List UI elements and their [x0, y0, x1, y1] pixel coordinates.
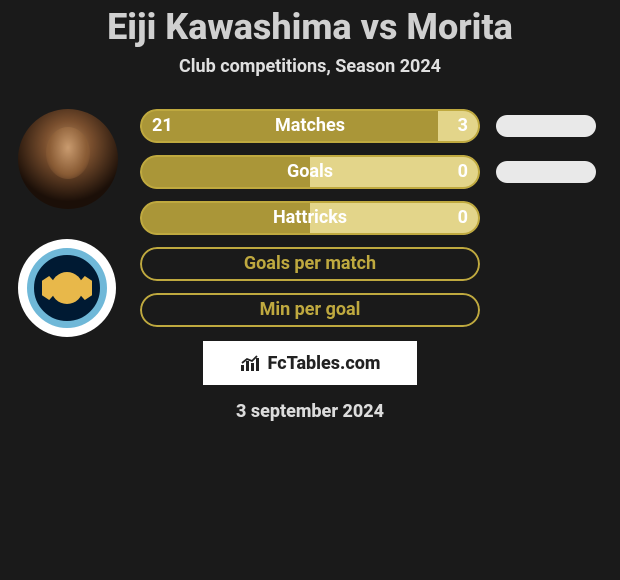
- stat-bar: Goals0: [140, 155, 480, 189]
- stat-row: Min per goal: [140, 293, 600, 327]
- left-column: [18, 109, 118, 337]
- stat-label: Hattricks: [140, 201, 480, 235]
- stat-label: Min per goal: [140, 293, 480, 327]
- stat-pill: [496, 115, 596, 137]
- stat-value-right: 0: [458, 201, 468, 235]
- stat-pill: [496, 161, 596, 183]
- brand-box: FcTables.com: [203, 341, 417, 385]
- stat-row: Goals per match: [140, 247, 600, 281]
- stat-label: Goals per match: [140, 247, 480, 281]
- stat-bars: Matches213Goals0Hattricks0Goals per matc…: [140, 109, 600, 327]
- club-logo: [18, 239, 116, 337]
- stat-bar: Min per goal: [140, 293, 480, 327]
- brand-chart-icon: [240, 354, 262, 372]
- stat-value-right: 3: [458, 109, 468, 143]
- stat-row: Matches21 3: [140, 109, 600, 143]
- page-title: Eiji Kawashima vs Morita: [0, 0, 620, 48]
- player-avatar: [18, 109, 118, 209]
- page-subtitle: Club competitions, Season 2024: [0, 56, 620, 77]
- stat-label: Matches: [140, 109, 480, 143]
- brand-text: FcTables.com: [268, 353, 381, 374]
- stat-value-left: 21: [152, 109, 173, 143]
- stat-label: Goals: [140, 155, 480, 189]
- stat-row: Goals0: [140, 155, 600, 189]
- footer-date: 3 september 2024: [0, 401, 620, 422]
- comparison-content: Matches213Goals0Hattricks0Goals per matc…: [0, 109, 620, 327]
- stat-bar: Goals per match: [140, 247, 480, 281]
- stat-bar: Hattricks0: [140, 201, 480, 235]
- stat-bar: Matches21 3: [140, 109, 480, 143]
- stat-row: Hattricks0: [140, 201, 600, 235]
- stat-value-right: 0: [458, 155, 468, 189]
- club-logo-inner: [27, 248, 107, 328]
